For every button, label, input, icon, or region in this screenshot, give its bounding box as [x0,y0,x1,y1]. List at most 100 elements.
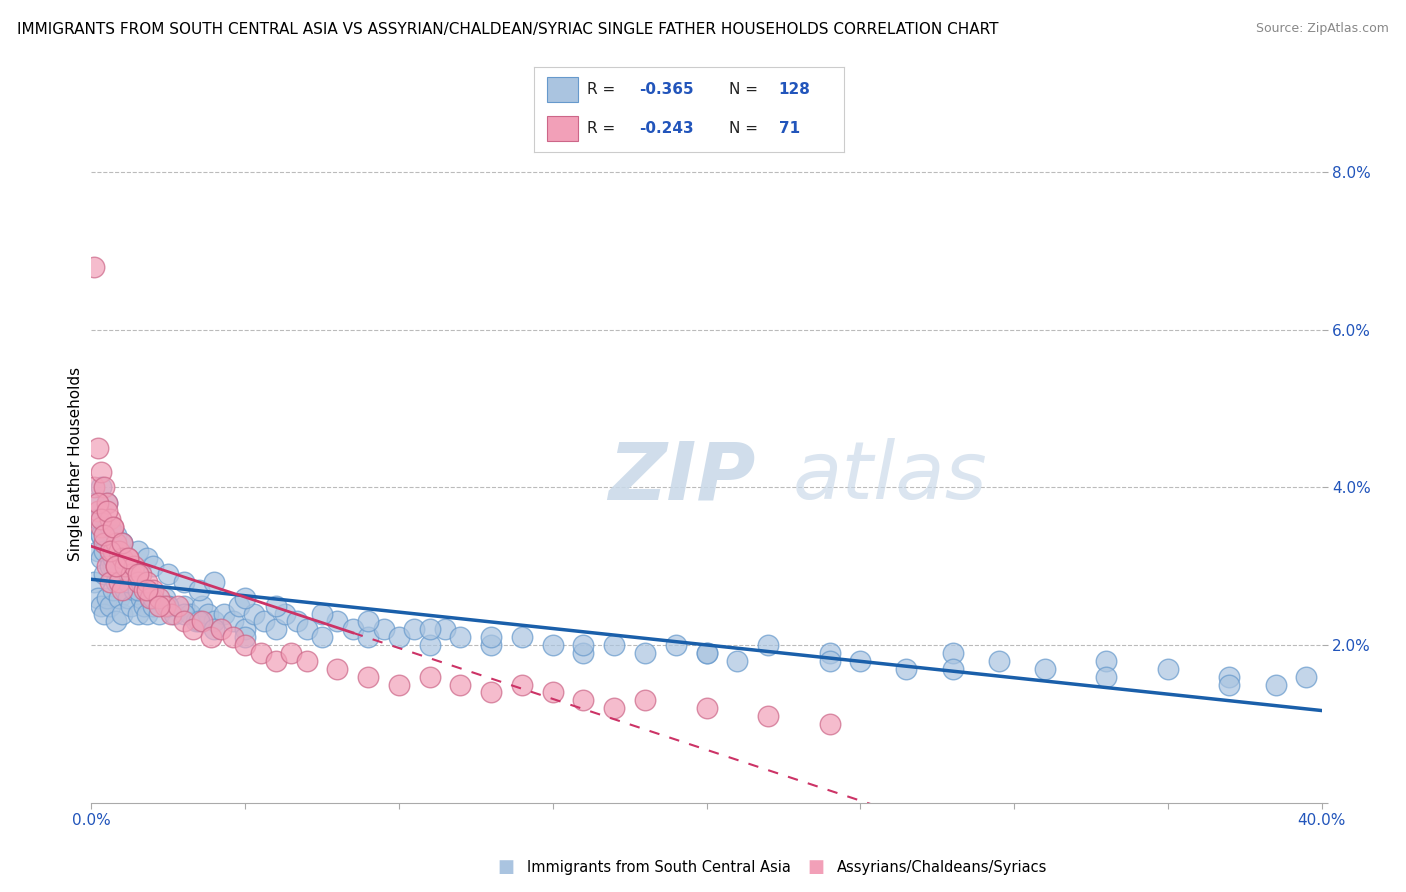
Point [108,591,131,605]
Point [188,582,211,597]
Point [1264,677,1286,691]
Point [98,551,121,566]
Point [849,654,872,668]
Point [127,607,149,621]
Point [311,607,333,621]
Point [101,528,124,542]
Point [388,677,411,691]
Point [90,512,112,526]
Point [357,630,380,644]
Point [510,677,533,691]
Text: Source: ZipAtlas.com: Source: ZipAtlas.com [1256,22,1389,36]
Point [111,582,134,597]
Point [93,543,115,558]
Text: -0.243: -0.243 [640,121,695,136]
Point [108,567,131,582]
Point [818,654,841,668]
Point [1295,670,1317,684]
Point [135,575,157,590]
Text: IMMIGRANTS FROM SOUTH CENTRAL ASIA VS ASSYRIAN/CHALDEAN/SYRIAC SINGLE FATHER HOU: IMMIGRANTS FROM SOUTH CENTRAL ASIA VS AS… [17,22,998,37]
Point [419,638,441,652]
Point [479,638,502,652]
Point [603,701,626,715]
Point [105,528,127,542]
Point [96,520,118,534]
Point [142,559,165,574]
Point [86,543,108,558]
Point [249,646,271,660]
Point [101,520,124,534]
Point [93,528,115,542]
Point [90,520,112,534]
Point [233,638,256,652]
Point [120,599,142,613]
Point [311,630,333,644]
Point [129,567,152,582]
Point [86,512,108,526]
Point [98,543,121,558]
Point [108,543,131,558]
Point [987,654,1010,668]
Point [228,599,250,613]
Point [942,646,965,660]
Point [111,551,134,566]
Point [101,559,124,574]
Point [264,654,287,668]
Point [756,638,779,652]
Point [541,638,564,652]
Point [173,599,195,613]
Point [117,551,139,566]
Point [212,607,235,621]
Point [90,599,112,613]
Point [233,630,256,644]
Point [105,551,127,566]
Point [101,551,124,566]
Point [127,582,149,597]
Point [818,717,841,731]
Point [942,662,965,676]
Point [419,670,441,684]
Point [135,607,157,621]
Point [127,575,149,590]
Point [253,615,276,629]
Point [202,615,225,629]
Point [90,528,112,542]
Bar [547,116,578,142]
Text: N =: N = [730,82,758,97]
Point [388,630,411,644]
Point [124,582,146,597]
Point [357,615,380,629]
Point [93,535,115,549]
Point [696,646,718,660]
Point [326,615,349,629]
Point [725,654,748,668]
Text: R =: R = [586,82,614,97]
Point [572,638,595,652]
Point [243,607,266,621]
Point [202,623,225,637]
Point [111,535,134,549]
Point [96,496,118,510]
Point [696,701,718,715]
Point [96,535,118,549]
Point [96,591,118,605]
Point [173,607,195,621]
Point [264,599,287,613]
Text: ZIP: ZIP [607,438,755,516]
Text: atlas: atlas [793,438,987,516]
Point [510,630,533,644]
Point [96,559,118,574]
Point [188,615,211,629]
Text: 128: 128 [779,82,810,97]
Point [153,591,177,605]
Point [173,615,195,629]
Point [105,615,127,629]
Point [202,575,225,590]
Point [111,535,134,549]
Point [114,559,136,574]
Point [86,504,108,518]
Point [357,670,380,684]
Point [434,623,457,637]
Point [157,599,180,613]
Point [157,567,180,582]
